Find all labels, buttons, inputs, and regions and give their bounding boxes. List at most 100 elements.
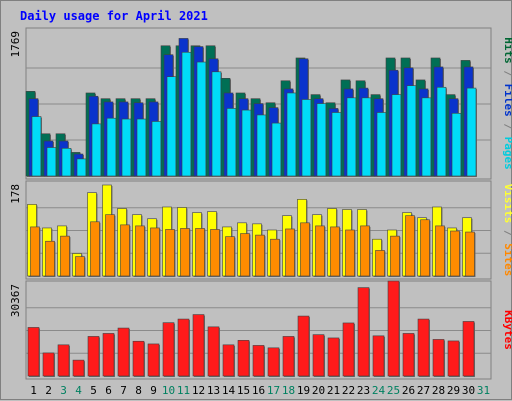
bar-kbytes-kbytes [462,321,475,377]
x-tick-label: 30 [462,384,475,397]
bar-visits-sites [435,225,445,277]
bar-visits-sites [90,221,100,277]
bar-visits-sites [105,214,115,277]
x-tick-label: 20 [312,384,325,397]
bar-kbytes-kbytes [177,318,190,377]
legend-label-kbytes-0: KBytes [502,310,512,350]
bar-visits-sites [240,233,250,277]
x-tick-label: 9 [150,384,157,397]
y-max-label-visits: 178 [9,184,22,204]
bar-kbytes-kbytes [42,352,55,377]
bar-visits-sites [45,240,55,277]
x-tick-label: 6 [105,384,112,397]
legend-visits: Visits / Sites [502,184,512,277]
x-tick-label: 15 [237,384,250,397]
bar-kbytes-kbytes [432,339,445,377]
legend-label-visits-0: Visits [502,184,512,224]
bar-kbytes-kbytes [267,347,280,377]
bar-hits-pages [286,92,297,177]
x-tick-label: 21 [327,384,340,397]
bar-hits-pages [46,147,57,177]
x-tick-label: 25 [387,384,400,397]
x-tick-label: 12 [192,384,205,397]
bar-hits-pages [331,112,342,177]
bar-hits-pages [226,108,237,177]
chart-title: Daily usage for April 2021 [20,9,208,23]
bar-kbytes-kbytes [237,340,250,377]
bar-kbytes-kbytes [132,340,145,377]
x-tick-label: 2 [45,384,52,397]
bar-kbytes-kbytes [402,333,415,377]
x-tick-label: 14 [222,384,236,397]
legend-label-hits-0: Hits [502,37,512,64]
bar-visits-sites [450,230,460,277]
bar-hits-pages [451,113,462,177]
bar-hits-pages [271,122,282,177]
bar-visits-sites [210,229,220,277]
bar-hits-pages [346,97,357,177]
bar-visits-sites [225,236,235,277]
bar-kbytes-kbytes [147,343,160,377]
bar-hits-pages [196,61,207,177]
x-tick-label: 23 [357,384,370,397]
bar-visits-sites [270,238,280,277]
bar-kbytes-kbytes [207,326,220,377]
x-tick-label: 1 [30,384,37,397]
legend-label-visits-2: Sites [502,243,512,276]
bar-hits-pages [61,148,72,177]
bar-kbytes-kbytes [102,333,115,377]
bar-hits-pages [466,87,477,177]
bar-hits-pages [301,99,312,177]
bar-kbytes-kbytes [447,340,460,377]
x-tick-label: 27 [417,384,430,397]
x-tick-label: 10 [162,384,175,397]
x-tick-label: 29 [447,384,460,397]
bar-kbytes-kbytes [252,345,265,377]
bar-kbytes-kbytes [372,335,385,377]
bar-visits-sites [390,235,400,277]
x-tick-label: 7 [120,384,127,397]
bar-kbytes-kbytes [27,327,40,377]
bar-kbytes-kbytes [417,318,430,377]
bar-hits-pages [181,51,192,177]
bar-kbytes-kbytes [312,334,325,377]
bar-kbytes-kbytes [162,322,175,377]
x-tick-label: 24 [372,384,386,397]
bar-hits-pages [136,118,147,177]
x-tick-label: 17 [267,384,280,397]
bar-hits-pages [91,123,102,177]
bar-hits-pages [316,103,327,177]
x-tick-label: 18 [282,384,295,397]
legend-label-hits-1: / [502,64,512,84]
bar-hits-pages [241,109,252,177]
bar-visits-sites [255,234,265,277]
x-tick-label: 19 [297,384,310,397]
x-tick-label: 8 [135,384,142,397]
bar-visits-sites [135,225,145,277]
x-tick-label: 3 [60,384,67,397]
bar-visits-sites [285,228,295,277]
bar-kbytes-kbytes [357,287,370,377]
bar-hits-pages [31,116,42,177]
x-tick-label: 22 [342,384,355,397]
bar-visits-sites [60,235,70,277]
bar-visits-sites [330,226,340,277]
bar-hits-pages [211,71,222,177]
bar-hits-pages [391,94,402,177]
bar-hits-pages [406,85,417,177]
bar-kbytes-kbytes [57,344,70,377]
x-tick-label: 16 [252,384,265,397]
bar-hits-pages [361,97,372,177]
bar-visits-sites [150,227,160,277]
bar-visits-sites [405,215,415,277]
x-tick-label: 28 [432,384,445,397]
bar-visits-sites [360,225,370,277]
bar-hits-pages [256,114,267,177]
bar-kbytes-kbytes [387,280,400,377]
bar-visits-sites [165,229,175,277]
bar-hits-pages [106,117,117,177]
bar-kbytes-kbytes [192,314,205,377]
bar-hits-pages [166,76,177,177]
